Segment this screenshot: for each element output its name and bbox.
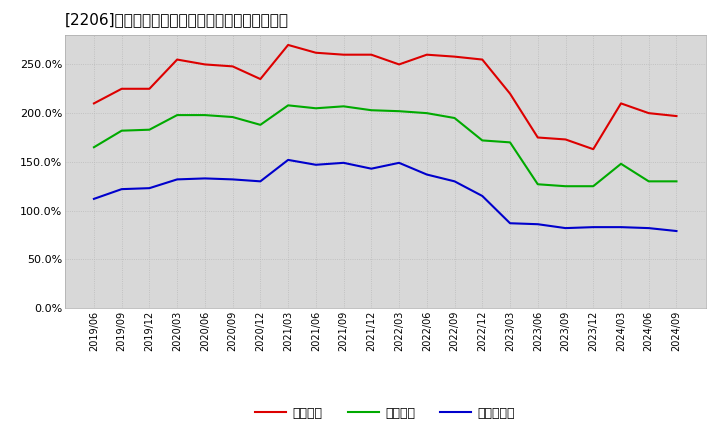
- 当座比率: [339, 104, 348, 109]
- 現預金比率: [367, 166, 376, 171]
- 流動比率: [339, 52, 348, 57]
- 当座比率: [644, 179, 653, 184]
- 当座比率: [117, 128, 126, 133]
- 当座比率: [616, 161, 625, 166]
- 当座比率: [505, 140, 514, 145]
- 現預金比率: [505, 220, 514, 226]
- 当座比率: [89, 145, 98, 150]
- 流動比率: [173, 57, 181, 62]
- 流動比率: [672, 114, 681, 119]
- 現預金比率: [534, 222, 542, 227]
- 流動比率: [201, 62, 210, 67]
- 当座比率: [145, 127, 154, 132]
- 当座比率: [201, 113, 210, 118]
- 現預金比率: [589, 224, 598, 230]
- 現預金比率: [145, 186, 154, 191]
- 現預金比率: [228, 177, 237, 182]
- 当座比率: [589, 183, 598, 189]
- 当座比率: [561, 183, 570, 189]
- 流動比率: [89, 101, 98, 106]
- 流動比率: [395, 62, 403, 67]
- 現預金比率: [672, 228, 681, 234]
- 現預金比率: [644, 225, 653, 231]
- 当座比率: [256, 122, 265, 128]
- 当座比率: [312, 106, 320, 111]
- 流動比率: [561, 137, 570, 142]
- 当座比率: [450, 115, 459, 121]
- 流動比率: [256, 77, 265, 82]
- Line: 当座比率: 当座比率: [94, 105, 677, 186]
- 現預金比率: [284, 157, 292, 162]
- Legend: 流動比率, 当座比率, 現預金比率: 流動比率, 当座比率, 現預金比率: [251, 402, 521, 425]
- 当座比率: [534, 182, 542, 187]
- 現預金比率: [561, 225, 570, 231]
- 現預金比率: [117, 187, 126, 192]
- 現預金比率: [339, 160, 348, 165]
- 現預金比率: [478, 193, 487, 198]
- 流動比率: [478, 57, 487, 62]
- 当座比率: [395, 109, 403, 114]
- 当座比率: [672, 179, 681, 184]
- 流動比率: [644, 110, 653, 116]
- 現預金比率: [450, 179, 459, 184]
- 流動比率: [228, 64, 237, 69]
- 当座比率: [228, 114, 237, 120]
- 現預金比率: [395, 160, 403, 165]
- 流動比率: [145, 86, 154, 92]
- 当座比率: [478, 138, 487, 143]
- 現預金比率: [256, 179, 265, 184]
- 現預金比率: [616, 224, 625, 230]
- 現預金比率: [173, 177, 181, 182]
- 流動比率: [616, 101, 625, 106]
- 現預金比率: [312, 162, 320, 167]
- 流動比率: [284, 42, 292, 48]
- 現預金比率: [423, 172, 431, 177]
- 流動比率: [423, 52, 431, 57]
- 流動比率: [589, 147, 598, 152]
- Line: 流動比率: 流動比率: [94, 45, 677, 149]
- 現預金比率: [201, 176, 210, 181]
- Line: 現預金比率: 現預金比率: [94, 160, 677, 231]
- 流動比率: [367, 52, 376, 57]
- 流動比率: [534, 135, 542, 140]
- 現預金比率: [89, 196, 98, 202]
- 流動比率: [117, 86, 126, 92]
- 当座比率: [367, 107, 376, 113]
- Text: [2206]　流動比率、当座比率、現預金比率の推移: [2206] 流動比率、当座比率、現預金比率の推移: [65, 12, 289, 27]
- 流動比率: [450, 54, 459, 59]
- 流動比率: [312, 50, 320, 55]
- 当座比率: [423, 110, 431, 116]
- 流動比率: [505, 91, 514, 96]
- 当座比率: [173, 113, 181, 118]
- 当座比率: [284, 103, 292, 108]
